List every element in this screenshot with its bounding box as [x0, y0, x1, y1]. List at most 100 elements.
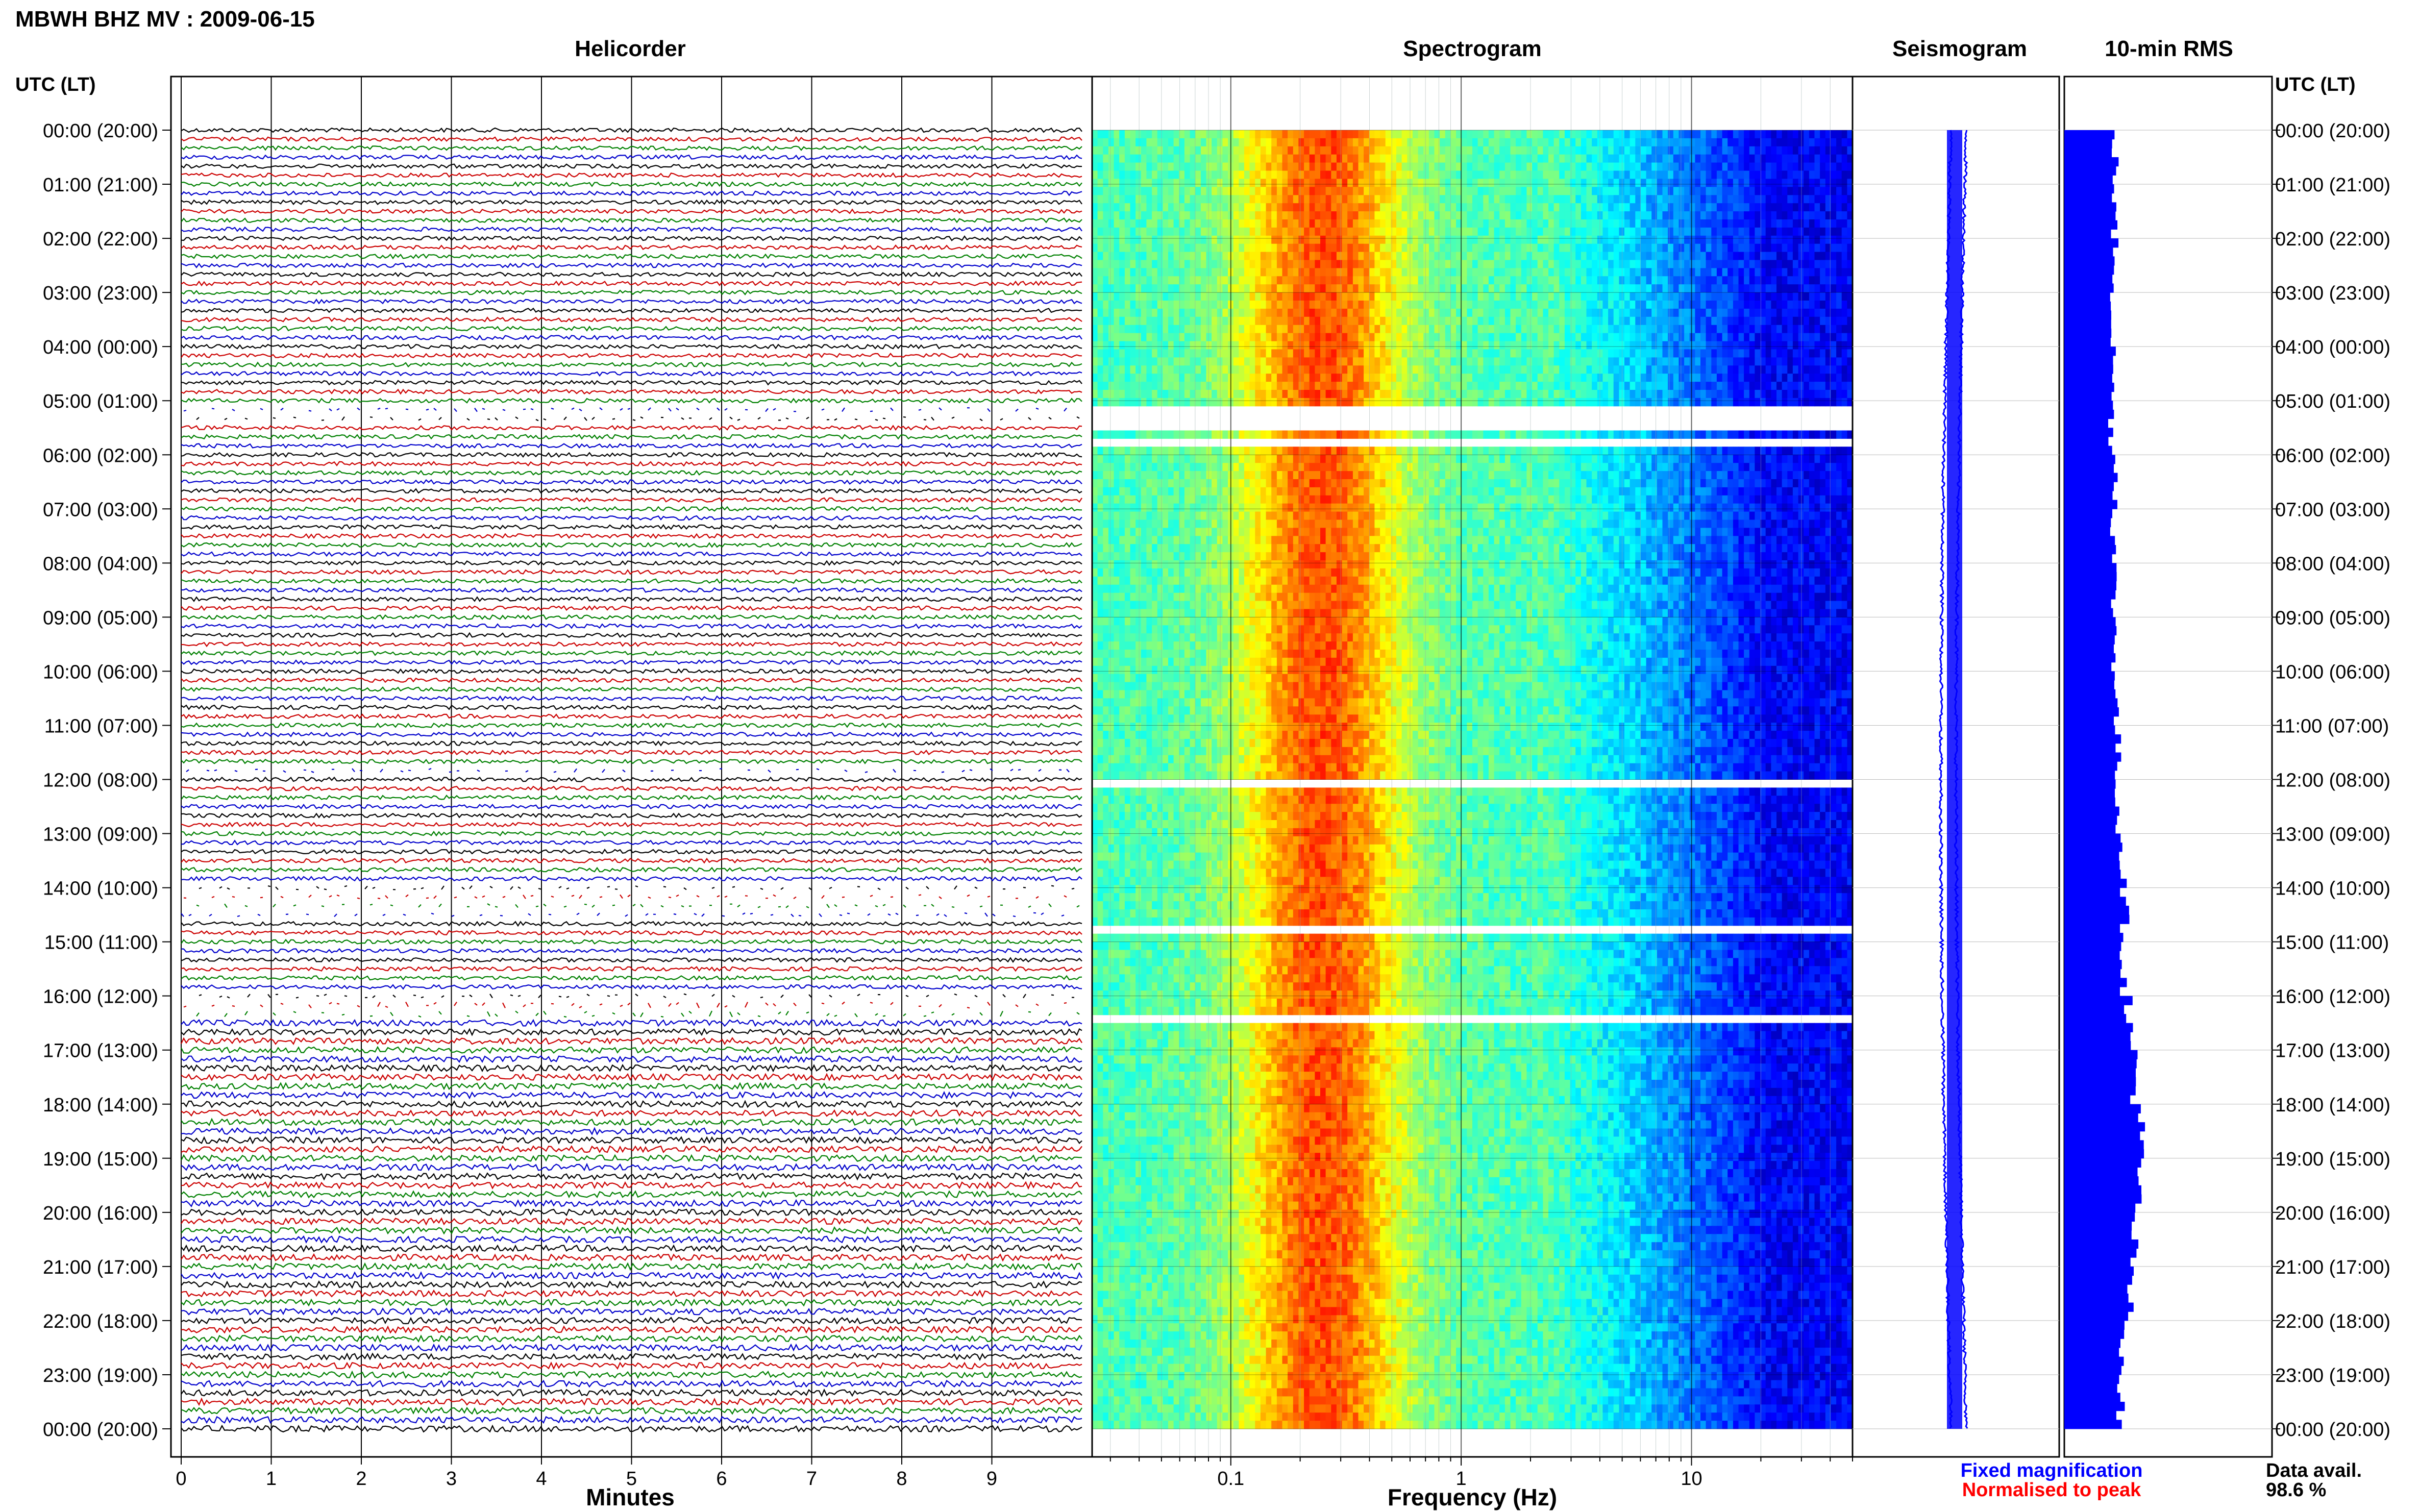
spectrogram-cell — [1587, 228, 1592, 236]
spectrogram-cell — [1749, 276, 1755, 284]
spectrogram-cell — [1359, 317, 1364, 325]
spectrogram-cell — [1646, 317, 1652, 325]
spectrogram-cell — [1717, 171, 1722, 179]
spectrogram-cell — [1310, 163, 1315, 171]
spectrogram-cell — [1445, 163, 1451, 171]
spectrogram-cell — [1782, 374, 1788, 382]
spectrogram-cell — [1396, 276, 1402, 284]
spectrogram-cell — [1374, 350, 1380, 358]
helicorder-panel: 0123456789 — [171, 77, 1092, 1490]
spectrogram-cell — [1136, 163, 1141, 171]
spectrogram-cell — [1141, 219, 1147, 228]
spectrogram-cell — [1222, 195, 1228, 203]
spectrogram-cell — [1386, 163, 1391, 171]
spectrogram-cell — [1657, 146, 1663, 155]
time-label-left: 00:00 (20:00) — [43, 1419, 158, 1441]
spectrogram-cell — [1130, 244, 1136, 252]
spectrogram-cell — [1711, 236, 1717, 244]
spectrogram-cell — [1288, 284, 1293, 292]
spectrogram-cell — [1831, 130, 1836, 138]
spectrogram-cell — [1511, 284, 1516, 292]
spectrogram-cell — [1098, 195, 1103, 203]
spectrogram-cell — [1445, 155, 1451, 163]
spectrogram-cell — [1739, 179, 1744, 187]
spectrogram-cell — [1467, 130, 1472, 138]
spectrogram-cell — [1809, 171, 1815, 179]
spectrogram-cell — [1526, 260, 1532, 268]
spectrogram-cell — [1587, 163, 1592, 171]
spectrogram-cell — [1836, 325, 1842, 333]
spectrogram-cell — [1700, 203, 1706, 211]
spectrogram-cell — [1673, 236, 1679, 244]
spectrogram-cell — [1521, 317, 1527, 325]
spectrogram-cell — [1347, 292, 1353, 301]
spectrogram-cell — [1418, 187, 1424, 195]
spectrogram-cell — [1266, 317, 1272, 325]
spectrogram-cell — [1386, 333, 1391, 341]
spectrogram-cell — [1450, 138, 1456, 146]
spectrogram-cell — [1445, 301, 1451, 309]
spectrogram-cell — [1255, 252, 1261, 260]
spectrogram-cell — [1478, 236, 1484, 244]
spectrogram-cell — [1271, 195, 1277, 203]
spectrogram-cell — [1820, 317, 1825, 325]
spectrogram-cell — [1359, 203, 1364, 211]
spectrogram-cell — [1429, 317, 1435, 325]
spectrogram-cell — [1597, 350, 1603, 358]
spectrogram-cell — [1776, 276, 1782, 284]
spectrogram-cell — [1255, 187, 1261, 195]
spectrogram-cell — [1635, 390, 1641, 398]
spectrogram-cell — [1657, 268, 1663, 276]
spectrogram-cell — [1119, 179, 1125, 187]
spectrogram-cell — [1766, 317, 1771, 325]
spectrogram-cell — [1201, 130, 1206, 138]
spectrogram-cell — [1538, 309, 1543, 317]
spectrogram-cell — [1679, 325, 1684, 333]
spectrogram-cell — [1543, 268, 1548, 276]
spectrogram-cell — [1353, 228, 1359, 236]
spectrogram-cell — [1538, 382, 1543, 390]
spectrogram-cell — [1684, 211, 1690, 219]
spectrogram-cell — [1646, 252, 1652, 260]
spectrogram-cell — [1706, 244, 1712, 252]
spectrogram-cell — [1119, 350, 1125, 358]
spectrogram-cell — [1103, 219, 1108, 228]
spectrogram-cell — [1614, 317, 1619, 325]
spectrogram-cell — [1347, 252, 1353, 260]
spectrogram-cell — [1320, 211, 1326, 219]
spectrogram-cell — [1445, 203, 1451, 211]
spectrogram-cell — [1359, 171, 1364, 179]
spectrogram-cell — [1700, 268, 1706, 276]
spectrogram-cell — [1809, 365, 1815, 374]
spectrogram-cell — [1602, 341, 1608, 350]
spectrogram-cell — [1836, 268, 1842, 276]
spectrogram-cell — [1472, 252, 1478, 260]
spectrogram-cell — [1478, 260, 1484, 268]
spectrogram-cell — [1755, 317, 1760, 325]
spectrogram-cell — [1727, 284, 1733, 292]
spectrogram-cell — [1679, 146, 1684, 155]
spectrogram-cell — [1614, 268, 1619, 276]
spectrogram-cell — [1651, 276, 1657, 284]
spectrogram-cell — [1679, 171, 1684, 179]
spectrogram-cell — [1440, 382, 1445, 390]
spectrogram-cell — [1396, 398, 1402, 406]
spectrogram-cell — [1429, 244, 1435, 252]
spectrogram-cell — [1836, 146, 1842, 155]
spectrogram-cell — [1771, 350, 1776, 358]
spectrogram-cell — [1174, 325, 1179, 333]
spectrogram-cell — [1108, 163, 1114, 171]
spectrogram-cell — [1798, 365, 1804, 374]
spectrogram-cell — [1744, 155, 1749, 163]
spectrogram-cell — [1581, 284, 1587, 292]
spectrogram-cell — [1206, 252, 1212, 260]
spectrogram-cell — [1271, 260, 1277, 268]
spectrogram-cell — [1614, 163, 1619, 171]
spectrogram-cell — [1690, 195, 1695, 203]
spectrogram-cell — [1195, 244, 1201, 252]
spectrogram-cell — [1505, 374, 1511, 382]
spectrogram-cell — [1651, 374, 1657, 382]
spectrogram-cell — [1657, 333, 1663, 341]
spectrogram-cell — [1250, 187, 1255, 195]
spectrogram-cell — [1831, 228, 1836, 236]
